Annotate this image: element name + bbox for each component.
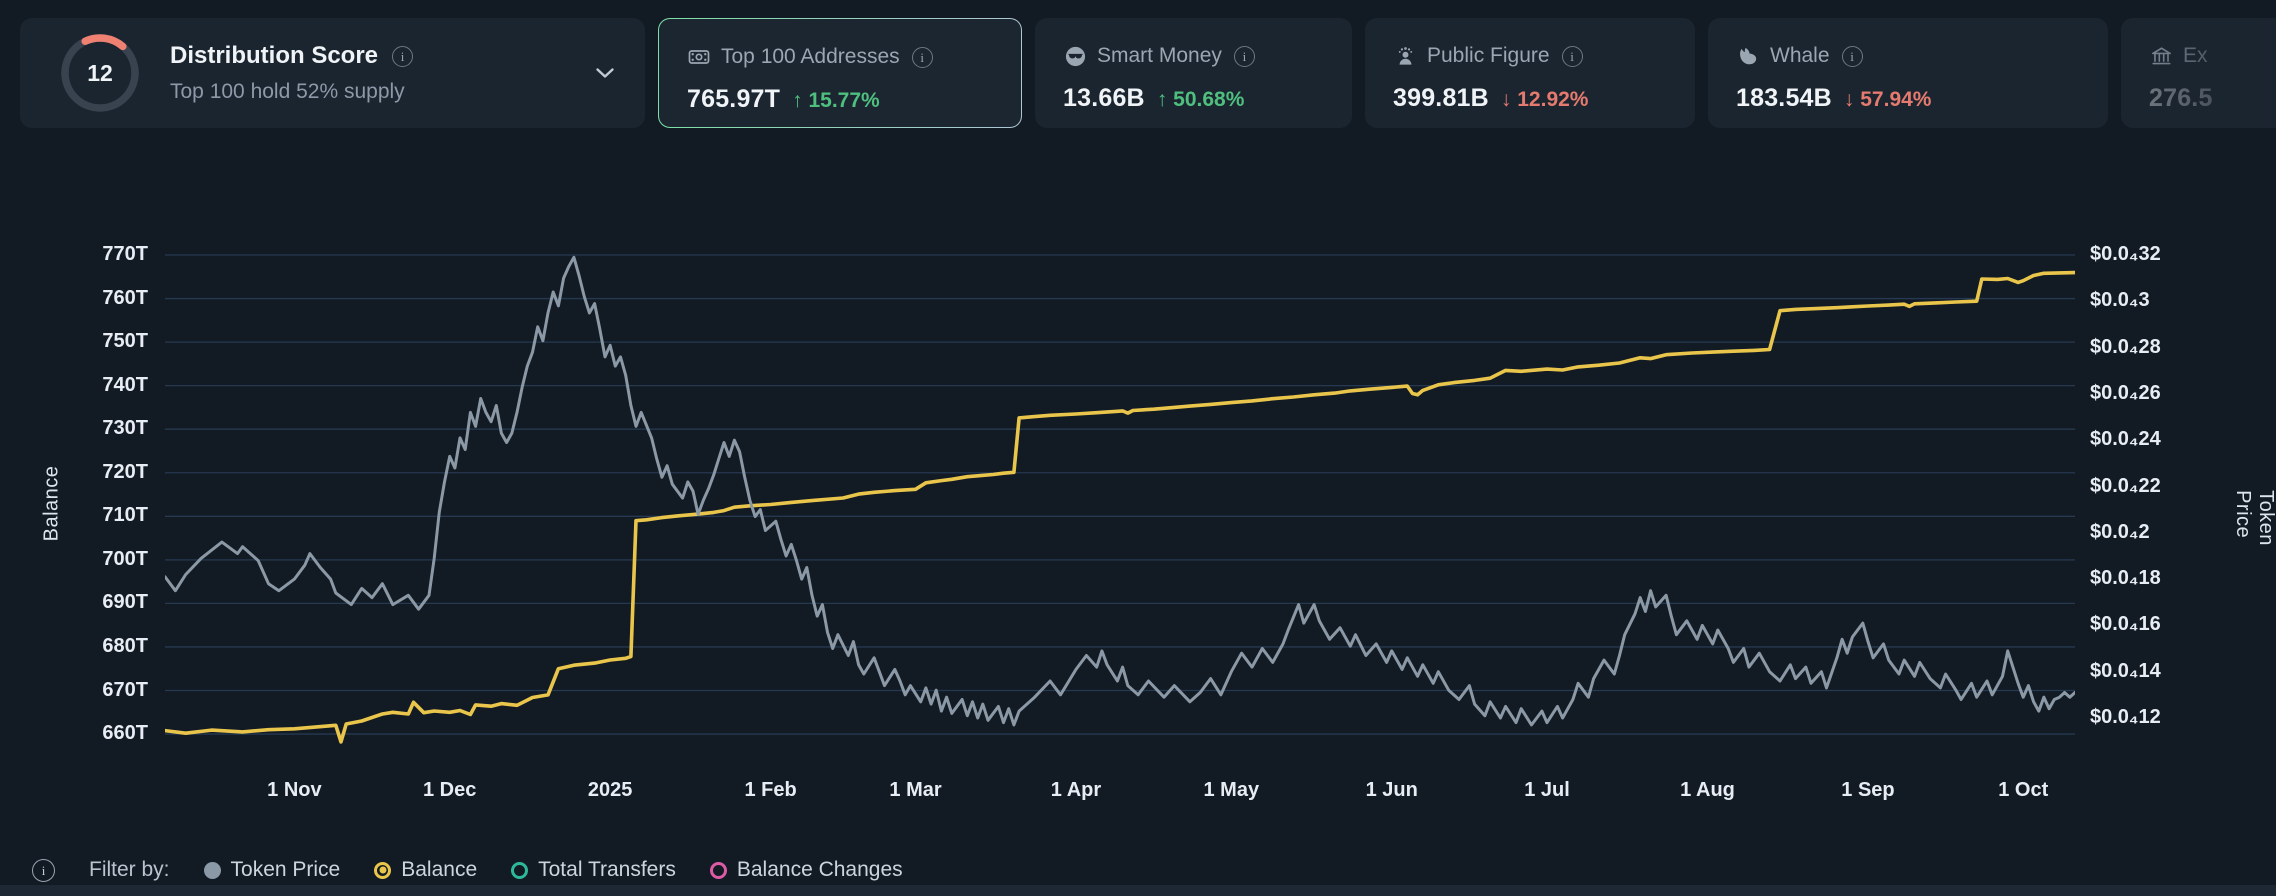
card-title: Ex <box>2183 44 2208 67</box>
card-value: 765.97T <box>687 85 781 113</box>
balance-tick: 660T <box>102 722 148 745</box>
public-figure-card[interactable]: Public Figure 399.81B ↓ 12.92% <box>1365 18 1695 128</box>
price-tick: $0.0₄3 <box>2090 289 2150 312</box>
price-tick: $0.0₄2 <box>2090 520 2150 543</box>
price-tick: $0.0₄22 <box>2090 474 2161 497</box>
balance-axis-title: Balance <box>40 465 63 542</box>
whale-icon <box>1736 44 1760 68</box>
date-tick: 1 Oct <box>1998 779 2049 801</box>
info-icon[interactable] <box>1841 45 1863 67</box>
card-change: ↑ 15.77% <box>792 89 880 112</box>
date-tick: 1 Feb <box>744 779 797 801</box>
card-change: ↓ 12.92% <box>1500 88 1589 111</box>
smart-money-sunglasses-icon <box>1063 44 1087 68</box>
bank-icon <box>2149 44 2173 68</box>
price-tick: $0.0₄24 <box>2090 428 2161 451</box>
distribution-score-value: 12 <box>87 59 113 86</box>
date-tick: 1 Jun <box>1365 779 1418 801</box>
chevron-down-icon[interactable] <box>595 67 615 79</box>
distribution-score-card[interactable]: 12 Distribution Score Top 100 hold 52% s… <box>20 18 645 128</box>
card-title: Whale <box>1770 44 1830 67</box>
token-price-line <box>165 255 2075 727</box>
date-tick: 1 Sep <box>1841 779 1895 801</box>
date-tick: 2025 <box>587 779 633 801</box>
price-tick: $0.0₄32 <box>2090 243 2161 265</box>
banknote-icon <box>687 45 711 69</box>
card-value: 399.81B <box>1393 84 1489 112</box>
smart-money-card[interactable]: Smart Money 13.66B ↑ 50.68% <box>1035 18 1352 128</box>
info-icon[interactable] <box>32 858 55 882</box>
balance-tick: 760T <box>102 286 148 309</box>
balance-price-chart[interactable] <box>165 230 2075 775</box>
card-value: 13.66B <box>1063 84 1145 112</box>
balance-tick: 680T <box>102 634 148 657</box>
info-icon[interactable] <box>392 45 414 67</box>
price-tick: $0.0₄18 <box>2090 567 2161 590</box>
distribution-score-gauge: 12 <box>56 29 144 117</box>
balance-tick: 770T <box>102 243 148 265</box>
price-tick: $0.0₄16 <box>2090 613 2161 636</box>
whale-card[interactable]: Whale 183.54B ↓ 57.94% <box>1708 18 2108 128</box>
price-tick: $0.0₄26 <box>2090 381 2161 404</box>
chart-filter-legend: Filter by: Token Price Balance Total Trans… <box>30 858 903 882</box>
legend-item-balance[interactable]: Balance <box>374 858 477 882</box>
legend-item-balance-changes[interactable]: Balance Changes <box>709 858 903 882</box>
legend-label: Total Transfers <box>538 858 676 881</box>
balance-tick: 740T <box>102 373 148 396</box>
balance-tick: 720T <box>102 460 148 483</box>
balance-tick: 750T <box>102 330 148 353</box>
card-value: 183.54B <box>1736 84 1832 112</box>
legend-marker <box>511 861 529 879</box>
balance-tick: 700T <box>102 547 148 570</box>
card-change: ↓ 57.94% <box>1843 88 1932 111</box>
legend-label: Balance Changes <box>736 858 903 881</box>
price-tick: $0.0₄14 <box>2090 659 2161 682</box>
legend-marker <box>203 861 221 879</box>
price-tick: $0.0₄12 <box>2090 706 2161 728</box>
distribution-score-subtitle: Top 100 hold 52% supply <box>170 80 405 103</box>
date-tick: 1 Jul <box>1524 779 1570 801</box>
gauge-ring-icon <box>61 34 139 112</box>
card-title: Top 100 Addresses <box>721 45 900 68</box>
date-tick: 1 May <box>1203 779 1260 801</box>
card-title: Public Figure <box>1427 44 1550 67</box>
balance-tick: 670T <box>102 678 148 701</box>
balance-tick: 710T <box>102 504 148 527</box>
date-tick: 1 Aug <box>1680 779 1735 801</box>
filter-by-label: Filter by: <box>89 858 170 881</box>
date-tick: 1 Dec <box>423 779 477 801</box>
price-tick: $0.0₄28 <box>2090 335 2161 358</box>
balance-tick: 690T <box>102 591 148 614</box>
date-tick: 1 Mar <box>889 779 942 801</box>
info-icon[interactable] <box>1561 45 1583 67</box>
public-figure-icon <box>1393 44 1417 68</box>
legend-item-total-transfers[interactable]: Total Transfers <box>511 858 676 882</box>
token-price-axis-title: Token Price <box>2231 490 2276 546</box>
gridlines <box>165 254 2075 735</box>
card-title: Smart Money <box>1097 44 1222 67</box>
info-icon[interactable] <box>1233 45 1255 67</box>
legend-label: Balance <box>401 858 478 881</box>
info-icon[interactable] <box>911 46 933 68</box>
distribution-score-title: Distribution Score <box>170 42 379 69</box>
legend-item-token-price[interactable]: Token Price <box>203 858 341 882</box>
top-100-addresses-card[interactable]: Top 100 Addresses 765.97T ↑ 15.77% <box>658 18 1022 128</box>
legend-marker <box>709 861 727 879</box>
legend-label: Token Price <box>230 858 341 881</box>
bottom-scroll-strip[interactable] <box>0 885 2276 896</box>
card-change: ↑ 50.68% <box>1156 88 1245 111</box>
legend-marker <box>374 861 392 879</box>
date-tick: 1 Nov <box>267 779 322 801</box>
stat-cards-row: 12 Distribution Score Top 100 hold 52% s… <box>20 18 2276 128</box>
balance-tick: 730T <box>102 417 148 440</box>
card-value: 276.5 <box>2149 84 2213 112</box>
date-tick: 1 Apr <box>1050 779 1102 801</box>
balance-line <box>165 270 2075 744</box>
exchange-card-partial[interactable]: Ex 276.5 <box>2121 18 2276 128</box>
